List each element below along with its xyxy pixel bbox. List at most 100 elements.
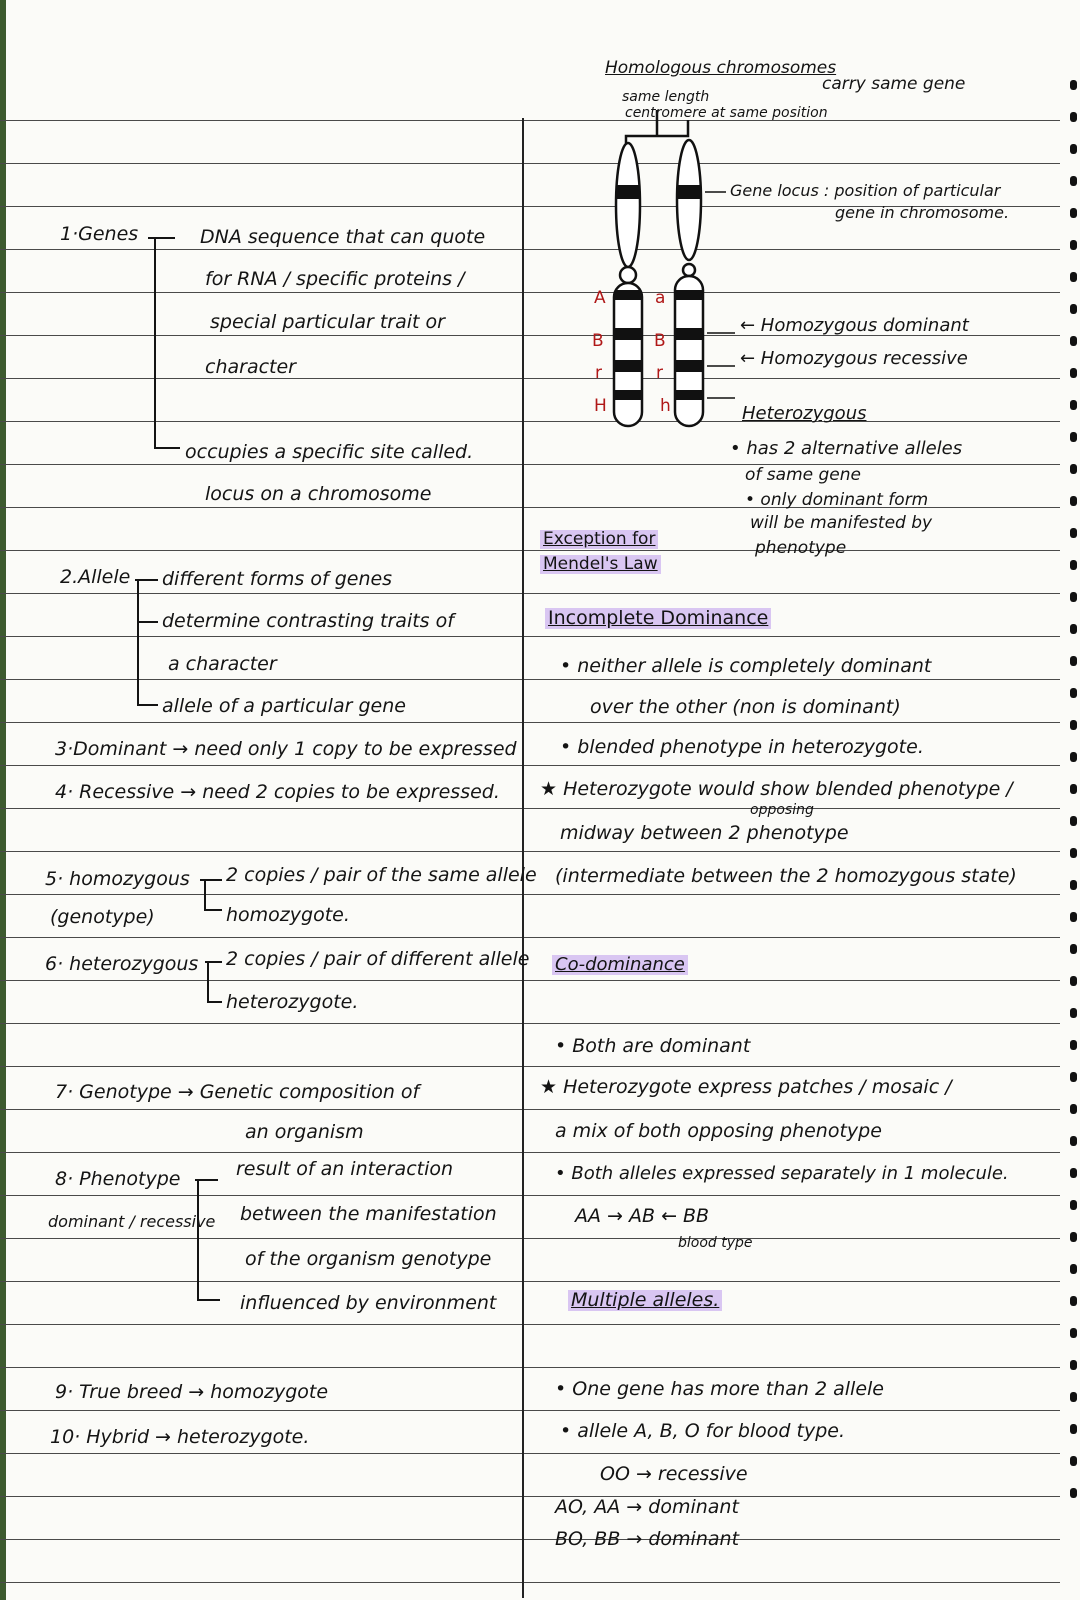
genes-def-2: for RNA / specific proteins / <box>205 268 465 290</box>
ruled-line <box>0 421 1060 422</box>
same-length: same length <box>622 89 710 105</box>
multiple-note-4: AO, AA → dominant <box>555 1496 739 1518</box>
ruled-line <box>0 335 1060 336</box>
codominance-heading: Co-dominance <box>552 955 688 975</box>
ruled-line <box>0 980 1060 981</box>
genes-def-6: locus on a chromosome <box>205 483 432 505</box>
homozygous-recessive: ← Homozygous recessive <box>740 348 968 369</box>
allele-h: h <box>660 396 671 416</box>
ruled-line <box>0 1410 1060 1411</box>
multiple-note-5: BO, BB → dominant <box>555 1528 740 1550</box>
incomplete-note-4: ★ Heterozygote would show blended phenot… <box>540 778 1013 800</box>
notebook-edge <box>0 0 6 1600</box>
multiple-note-3: OO → recessive <box>600 1463 748 1485</box>
phenotype-def-3: of the organism genotype <box>245 1248 492 1270</box>
heterozygous-heading: Heterozygous <box>742 403 867 424</box>
heterozygous-def-1: 2 copies / pair of different allele <box>226 948 530 970</box>
ruled-line <box>0 1066 1060 1067</box>
allele-def-3: a character <box>168 653 277 675</box>
allele-r: r <box>595 363 602 383</box>
incomplete-note-2: over the other (non is dominant) <box>590 696 901 718</box>
recessive-def: 4· Recessive → need 2 copies to be expre… <box>55 781 500 803</box>
allele-def-2: determine contrasting traits of <box>162 610 454 632</box>
exception-heading-1: Exception for <box>540 530 659 549</box>
het-note-3: • only dominant form <box>745 490 929 510</box>
codominance-example: AA → AB ← BB <box>575 1205 710 1227</box>
ruled-line <box>0 464 1060 465</box>
genes-label: 1·Genes <box>60 223 139 245</box>
genes-def-4: character <box>205 356 296 378</box>
ruled-line <box>0 120 1060 121</box>
exception-heading-2: Mendel's Law <box>540 555 661 574</box>
het-note-4: will be manifested by <box>750 513 933 533</box>
ruled-line <box>0 679 1060 680</box>
incomplete-opposing: opposing <box>750 802 814 818</box>
ruled-line <box>0 1109 1060 1110</box>
codominance-note-3: a mix of both opposing phenotype <box>555 1120 882 1142</box>
ruled-line <box>0 507 1060 508</box>
phenotype-label: 8· Phenotype <box>55 1168 181 1190</box>
allele-B2: B <box>654 331 666 351</box>
ruled-line <box>0 1582 1060 1583</box>
ruled-line <box>0 249 1060 250</box>
ruled-line <box>0 1023 1060 1024</box>
homozygous-def-1: 2 copies / pair of the same allele <box>226 864 537 886</box>
allele-def-1: different forms of genes <box>162 568 393 590</box>
blood-type-label: blood type <box>678 1235 753 1251</box>
homozygous-label: 5· homozygous <box>45 868 190 890</box>
codominance-note-4: • Both alleles expressed separately in 1… <box>555 1163 1009 1184</box>
allele-a: a <box>655 288 666 308</box>
multiple-alleles-heading: Multiple alleles. <box>568 1290 723 1311</box>
centromere-note: centromere at same position <box>625 105 828 121</box>
ruled-line <box>0 206 1060 207</box>
het-note-2: of same gene <box>745 465 861 485</box>
phenotype-def-2: between the manifestation <box>240 1203 497 1225</box>
ruled-line <box>0 636 1060 637</box>
allele-def-4: allele of a particular gene <box>162 695 406 717</box>
ruled-line <box>0 894 1060 895</box>
spiral-holes <box>1070 80 1078 1520</box>
gene-bands <box>615 185 702 400</box>
codominance-note-1: • Both are dominant <box>555 1035 751 1057</box>
ruled-line <box>0 292 1060 293</box>
incomplete-note-5: midway between 2 phenotype <box>560 822 849 844</box>
ruled-line <box>0 593 1060 594</box>
codominance-note-2: ★ Heterozygote express patches / mosaic … <box>540 1076 952 1098</box>
incomplete-note-3: • blended phenotype in heterozygote. <box>560 736 924 758</box>
ruled-line <box>0 1195 1060 1196</box>
ruled-line <box>0 1281 1060 1282</box>
het-note-1: • has 2 alternative alleles <box>730 438 963 459</box>
gene-locus-1: Gene locus : position of particular <box>730 181 1001 200</box>
ruled-line <box>0 722 1060 723</box>
page-divider <box>522 118 524 1598</box>
ruled-line <box>0 378 1060 379</box>
allele-H: H <box>594 396 607 416</box>
ruled-line <box>0 1496 1060 1497</box>
multiple-note-2: • allele A, B, O for blood type. <box>560 1420 846 1442</box>
homozygous-dominant: ← Homozygous dominant <box>740 315 969 336</box>
allele-r2: r <box>656 363 663 383</box>
allele-A: A <box>594 288 606 308</box>
genes-def-5: occupies a specific site called. <box>185 441 474 463</box>
heterozygous-label: 6· heterozygous <box>45 953 199 975</box>
genotype-def-1: 7· Genotype → Genetic composition of <box>55 1081 420 1103</box>
allele-B: B <box>592 331 604 351</box>
ruled-line <box>0 937 1060 938</box>
ruled-line <box>0 1324 1060 1325</box>
ruled-line <box>0 1367 1060 1368</box>
ruled-line <box>0 163 1060 164</box>
genes-def-3: special particular trait or <box>210 311 445 333</box>
phenotype-def-4: influenced by environment <box>240 1292 497 1314</box>
heterozygous-def-2: heterozygote. <box>226 991 359 1013</box>
gene-locus-2: gene in chromosome. <box>835 203 1010 222</box>
multiple-note-1: • One gene has more than 2 allele <box>555 1378 884 1400</box>
incomplete-note-6: (intermediate between the 2 homozygous s… <box>555 865 1017 887</box>
phenotype-def-1: result of an interaction <box>236 1158 454 1180</box>
ruled-line <box>0 1238 1060 1239</box>
genotype-def-2: an organism <box>245 1121 364 1143</box>
het-note-5: phenotype <box>755 538 847 558</box>
ruled-line <box>0 851 1060 852</box>
carry-same-gene: carry same gene <box>822 74 966 94</box>
genes-def-1: DNA sequence that can quote <box>200 226 486 248</box>
